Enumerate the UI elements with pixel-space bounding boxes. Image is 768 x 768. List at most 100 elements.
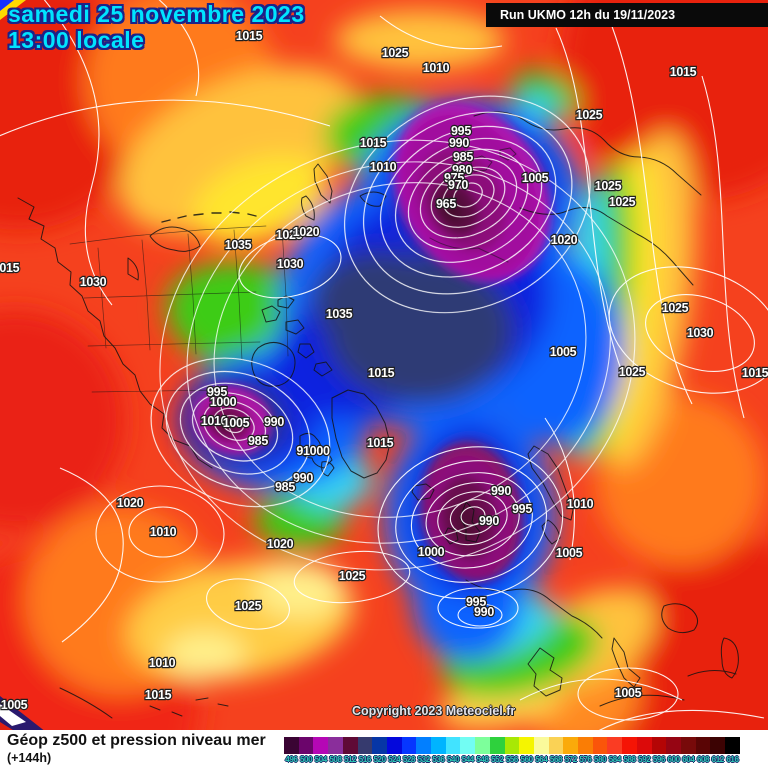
colorbar-cell: 600 [666,737,681,764]
colorbar-value: 600 [667,755,681,764]
colorbar-value: 608 [696,755,710,764]
pressure-label: 1010 [423,61,450,75]
colorbar-cell: 544 [460,737,476,764]
pressure-label: 1010 [149,656,176,670]
colorbar-swatch [592,737,608,754]
colorbar-cell: 524 [386,737,402,764]
pressure-label: 1010 [150,525,177,539]
pressure-label: 1025 [609,195,636,209]
colorbar-swatch [372,737,387,754]
colorbar-swatch [328,737,343,754]
colorbar-swatch [636,737,652,754]
colorbar-swatch [386,737,402,754]
copyright-text: Copyright 2023 Meteociel.fr [352,704,516,718]
colorbar-value: 616 [726,755,739,764]
pressure-label: 1015 [670,65,697,79]
colorbar-value: 508 [329,755,342,764]
colorbar-swatch [504,737,520,754]
pressure-label: 1015 [368,366,395,380]
colorbar-value: 500 [299,755,313,764]
colorbar-swatch [710,737,726,754]
pressure-label: 985 [275,480,295,494]
colorbar-value: 612 [711,755,725,764]
run-info-text: Run UKMO 12h du 19/11/2023 [500,8,676,22]
colorbar-swatch [489,737,505,754]
colorbar-cell: 516 [357,737,373,764]
colorbar-value: 584 [608,755,622,764]
pressure-label: 1015 [236,29,263,43]
pressure-label: 1030 [687,326,714,340]
colorbar-value: 564 [535,755,548,764]
colorbar-cell: 560 [519,737,534,764]
colorbar-swatch [578,737,593,754]
colorbar-cell: 536 [431,737,446,764]
colorbar-value: 496 [285,755,298,764]
colorbar-value: 588 [623,755,636,764]
colorbar-value: 568 [549,755,563,764]
colorbar-swatch [651,737,667,754]
pressure-label: 1035 [225,238,252,252]
pressure-label: 1010 [370,160,397,174]
pressure-label: 1025 [662,301,689,315]
colorbar-cell: 572 [563,737,579,764]
colorbar-cell: 564 [533,737,549,764]
colorbar-value: 516 [358,755,372,764]
isobar-contours [0,0,768,732]
colorbar-swatch [622,737,637,754]
colorbar-value: 556 [505,755,519,764]
pressure-label: 1035 [326,307,353,321]
colorbar-cell: 596 [651,737,667,764]
colorbar-cell: 540 [445,737,461,764]
pressure-label: 1025 [619,365,646,379]
colorbar-swatch [298,737,314,754]
colorbar-cell: 580 [592,737,608,764]
pressure-label: 975 [444,171,464,185]
pressure-label: 965 [436,197,456,211]
colorbar-swatch [445,737,461,754]
colorbar-value: 596 [652,755,666,764]
colorbar-value: 520 [373,755,386,764]
pressure-label: 1015 [360,136,387,150]
pressure-label: 1020 [267,537,294,551]
colorbar-cell: 592 [636,737,652,764]
colorbar-cell: 528 [401,737,417,764]
pressure-label: 990 [293,471,313,485]
pressure-label: 1005 [1,698,28,712]
colorbar-cell: 548 [475,737,490,764]
pressure-label: 995 [451,124,471,138]
colorbar-value: 572 [564,755,578,764]
legend-title: Géop z500 et pression niveau mer [7,732,266,749]
colorbar-value: 552 [491,755,504,764]
pressure-label: 985 [453,150,473,164]
colorbar-swatch [725,737,740,754]
pressure-label: 995 [207,385,227,399]
colorbar-swatch [313,737,329,754]
pressure-label: 91000 [296,444,330,458]
pressure-label: 990 [474,605,494,619]
colorbar-cell: 608 [695,737,711,764]
colorbar-swatch [607,737,623,754]
colorbar-cell: 612 [710,737,726,764]
pressure-label: 1020 [293,225,320,239]
colorbar-cell: 556 [504,737,520,764]
colorbar-cell: 552 [489,737,505,764]
pressure-label: 1005 [223,416,250,430]
pressure-label: 1005 [556,546,583,560]
colorbar-swatch [533,737,549,754]
colorbar-cell: 512 [342,737,358,764]
geopotential-field [0,0,768,732]
pressure-label: 1005 [615,686,642,700]
colorbar-cell: 496 [284,737,299,764]
pressure-label: 1025 [276,228,303,242]
colorbar-value: 544 [461,755,475,764]
pressure-label: 1025 [576,108,603,122]
colorbar-value: 524 [388,755,401,764]
date-overlay: samedi 25 novembre 2023 13:00 locale [8,1,305,54]
colorbar-cell: 532 [416,737,432,764]
pressure-label: 1005 [550,345,577,359]
coastlines [17,111,739,719]
pressure-label: 1015 [367,436,394,450]
legend-forecast-hour: (+144h) [7,751,52,765]
